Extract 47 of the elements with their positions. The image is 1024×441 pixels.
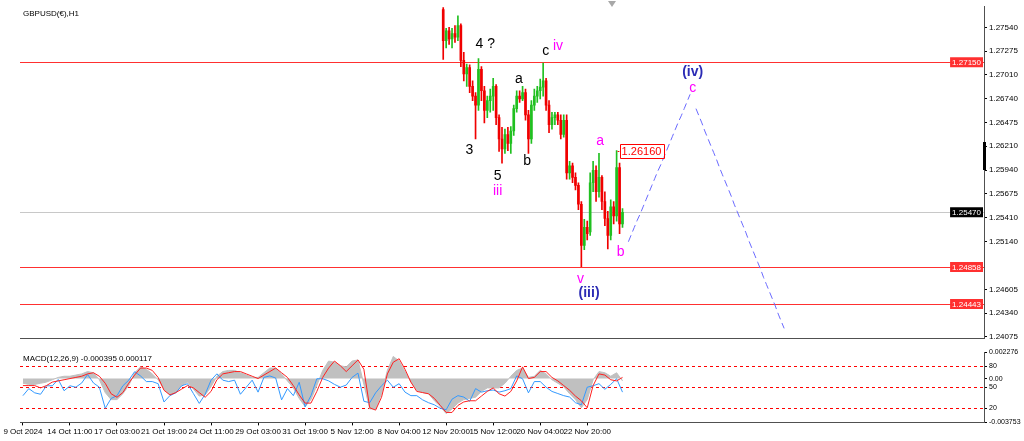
y-tick-label: 1.27540 [989,22,1019,32]
annotation: c [689,79,697,96]
x-tick-label: 31 Oct 19:00 [282,427,329,437]
y-tick-label: 1.27275 [989,46,1019,56]
annotation: 4 ? [475,35,496,52]
ref-line-label: 1.24443 [952,299,982,309]
annotation: (iii) [578,284,600,301]
line-series [695,108,785,329]
annotation: a [514,69,523,86]
x-tick-label: 5 Nov 12:00 [330,427,375,437]
ref-line-label: 1.27150 [952,57,982,67]
x-tick-label: 22 Nov 20:00 [563,427,612,437]
x-tick-label: 17 Oct 03:00 [94,427,141,437]
y-tick-label: 1.27010 [989,69,1019,79]
annotation: b [616,242,625,259]
y-tick-label: 1.24075 [989,332,1019,342]
y-tick-label: 1.25410 [989,212,1019,222]
x-tick-label: 14 Oct 11:00 [47,427,94,437]
annotation: c [542,41,550,58]
annotation: 3 [465,141,474,158]
y-tick-label: 1.26740 [989,94,1019,104]
ref-line-label: 1.24858 [952,262,982,272]
annotation: 5 [493,166,502,183]
annotation: iv [552,36,564,53]
x-tick-label: 20 Nov 04:00 [516,427,565,437]
annotation: iii [492,182,503,199]
x-tick-label: 9 Oct 2024 [3,427,44,437]
annotation: (iv) [682,62,704,79]
y-tick-label: 1.24605 [989,284,1019,294]
x-tick-label: 12 Nov 20:00 [422,427,471,437]
chart-title: GBPUSD(€),H1 [23,9,80,18]
x-tick-label: 24 Oct 11:00 [188,427,235,437]
annotation: b [523,152,532,169]
x-tick-label: 8 Nov 04:00 [377,427,422,437]
annotation: v [577,269,585,286]
annotation: a [596,131,605,148]
x-tick-label: 21 Oct 19:00 [141,427,188,437]
y-tick-label: 1.25675 [989,189,1019,199]
x-tick-label: 15 Nov 12:00 [469,427,518,437]
y-tick-label: 1.26475 [989,117,1019,127]
x-tick-label: 29 Oct 03:00 [235,427,282,437]
ref-line-label: 1.25470 [952,207,982,217]
annotation: 1.26160 [621,145,662,158]
y-tick-label: 1.26210 [989,141,1019,151]
y-tick-label: 1.25140 [989,236,1019,246]
y-tick-label: 1.25940 [989,165,1019,175]
y-tick-label: 1.24340 [989,308,1019,318]
